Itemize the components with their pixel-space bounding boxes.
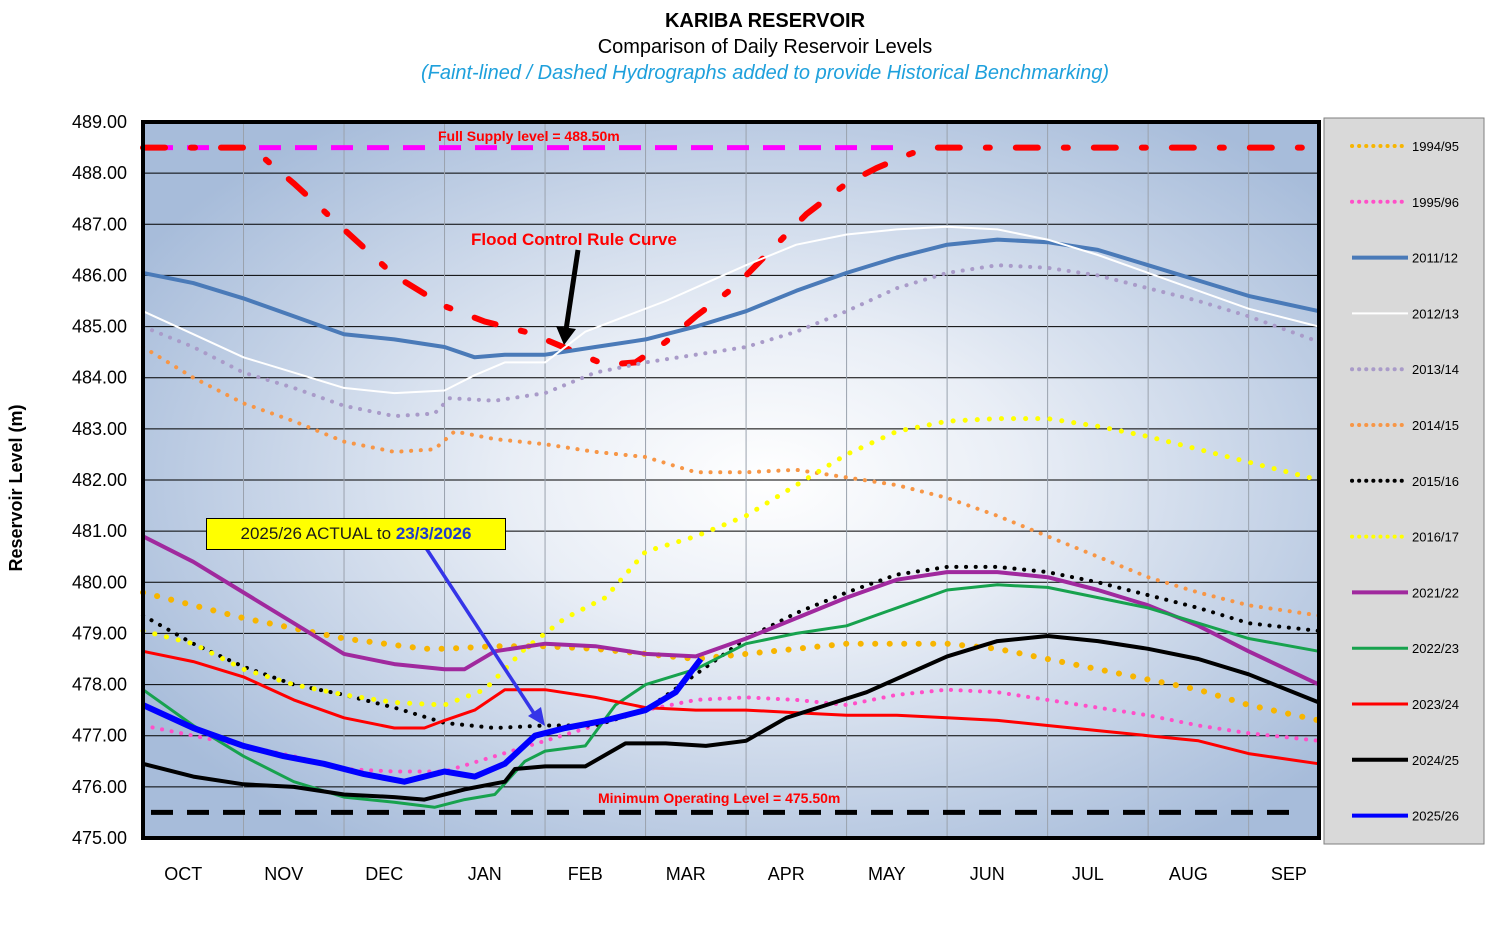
- x-tick-label: OCT: [164, 864, 202, 884]
- callout-arrow: [424, 547, 539, 719]
- series-line: [140, 589, 1322, 724]
- legend-label: 2011/12: [1412, 251, 1458, 266]
- x-tick-label: FEB: [568, 864, 603, 884]
- y-tick-label: 488.00: [72, 163, 127, 183]
- legend-label: 2016/17: [1412, 530, 1459, 545]
- series-group: [140, 225, 1322, 809]
- series-line: [142, 237, 1320, 360]
- callout-date: 23/3/2026: [395, 524, 472, 543]
- callout-prefix: 2025/26 ACTUAL to: [240, 524, 396, 543]
- y-tick-label: 480.00: [72, 572, 127, 592]
- x-tick-label: JUN: [970, 864, 1005, 884]
- legend-label: 1994/95: [1412, 139, 1459, 154]
- y-tick-label: 483.00: [72, 419, 127, 439]
- y-tick-label: 477.00: [72, 726, 127, 746]
- chart-subtitle: Comparison of Daily Reservoir Levels: [597, 36, 933, 58]
- x-tick-label: SEP: [1271, 864, 1307, 884]
- legend-label: 2023/24: [1412, 697, 1459, 712]
- x-tick-label: JUL: [1072, 864, 1104, 884]
- legend-label: 2012/13: [1412, 306, 1459, 321]
- series-line: [141, 657, 704, 785]
- callout-arrowhead: [528, 707, 545, 726]
- y-tick-label: 484.00: [72, 368, 127, 388]
- flood-control-arrowhead: [556, 326, 576, 345]
- chart-title: KARIBA RESERVOIR: [664, 10, 866, 32]
- x-tick-label: MAR: [666, 864, 706, 884]
- y-tick-label: 476.00: [72, 777, 127, 797]
- chart-title-block: KARIBA RESERVOIR Comparison of Daily Res…: [0, 8, 1486, 86]
- y-tick-label: 485.00: [72, 317, 127, 337]
- legend-label: 1995/96: [1412, 195, 1459, 210]
- legend: 1994/95 1995/96 2011/12 2012/13 2013/14 2014/…: [1323, 117, 1485, 845]
- x-tick-label: NOV: [264, 864, 303, 884]
- y-axis-label: Reservoir Level (m): [6, 404, 26, 571]
- y-tick-label: 486.00: [72, 265, 127, 285]
- x-tick-label: AUG: [1169, 864, 1208, 884]
- y-tick-label: 475.00: [72, 828, 127, 848]
- legend-label: 2014/15: [1412, 418, 1459, 433]
- series-line: [141, 263, 1321, 419]
- y-tick-label: 481.00: [72, 521, 127, 541]
- x-axis-ticks: OCT NOV DEC JAN FEB MAR APR MAY JUN JUL AUG SEP: [164, 864, 1307, 884]
- y-tick-label: 478.00: [72, 675, 127, 695]
- y-tick-label: 482.00: [72, 470, 127, 490]
- y-tick-label: 487.00: [72, 214, 127, 234]
- legend-label: 2015/16: [1412, 474, 1459, 489]
- full-supply-label: Full Supply level = 488.50m: [438, 128, 620, 144]
- annotations: Full Supply level = 488.50m Flood Control…: [424, 128, 840, 806]
- y-tick-label: 479.00: [72, 623, 127, 643]
- legend-label: 2022/23: [1412, 641, 1459, 656]
- flood-control-label: Flood Control Rule Curve: [471, 230, 677, 249]
- legend-label: 2025/26: [1412, 809, 1459, 824]
- y-axis-ticks: 475.00 476.00 477.00 478.00 479.00 480.00 481.…: [72, 112, 127, 848]
- minimum-operating-label: Minimum Operating Level = 475.50m: [598, 790, 840, 806]
- legend-box: [1323, 117, 1485, 845]
- series-line: [141, 687, 1321, 774]
- series-line: [142, 583, 1320, 809]
- x-tick-label: APR: [768, 864, 805, 884]
- plot-border: [141, 120, 1321, 840]
- flood-control-arrow: [563, 249, 581, 331]
- chart-note: (Faint-lined / Dashed Hydrographs added …: [420, 62, 1110, 84]
- x-tick-label: JAN: [468, 864, 502, 884]
- legend-label: 2013/14: [1412, 362, 1459, 377]
- x-tick-label: MAY: [868, 864, 906, 884]
- series-line: [142, 225, 1320, 395]
- flood-control-rule-curve: [140, 144, 1322, 368]
- x-tick-label: DEC: [365, 864, 403, 884]
- series-line: [142, 634, 1320, 802]
- legend-label: 2024/25: [1412, 753, 1459, 768]
- legend-label: 2021/22: [1412, 585, 1459, 600]
- series-line: [142, 649, 1320, 766]
- y-tick-label: 489.00: [72, 112, 127, 132]
- series-line: [142, 534, 1320, 687]
- reference-lines: [140, 144, 1322, 815]
- actual-callout: 2025/26 ACTUAL to 23/3/2026: [206, 518, 506, 550]
- series-line: [141, 345, 1321, 618]
- series-line: [140, 416, 1322, 708]
